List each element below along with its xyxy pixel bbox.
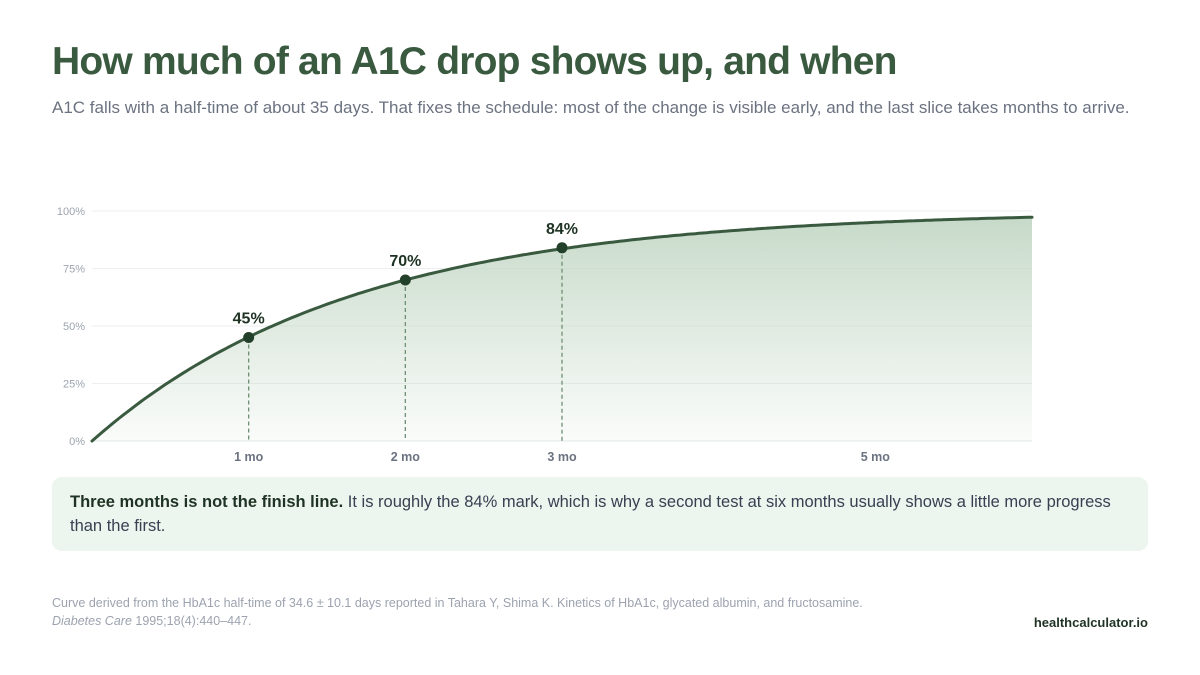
data-label: 84% [546, 221, 578, 238]
a1c-drop-chart: 45% 70% 84% 0% 25% 50% 75% 100% 1 mo 2 mo 3 mo 5 … [57, 206, 1034, 464]
callout-text: It is roughly the 84% mark, which is why… [70, 493, 1111, 535]
key-takeaway-callout: Three months is not the finish line. It … [52, 477, 1148, 551]
y-tick-label: 0% [69, 436, 85, 448]
callout-headline: Three months is not the finish line. [70, 493, 344, 511]
source-line-2: 1995;18(4):440–447. [131, 614, 252, 628]
x-tick-label: 3 mo [547, 450, 577, 464]
y-tick-label: 50% [63, 321, 85, 333]
area-fill [92, 217, 1032, 441]
page-title: How much of an A1C drop shows up, and wh… [52, 40, 897, 83]
data-point [556, 242, 568, 254]
data-label: 45% [233, 311, 265, 328]
y-tick-label: 75% [63, 264, 85, 276]
x-tick-label: 5 mo [861, 450, 891, 464]
page-subtitle: A1C falls with a half-time of about 35 d… [52, 98, 1130, 117]
x-tick-label: 1 mo [234, 450, 264, 464]
data-point [399, 274, 411, 286]
data-point [243, 332, 255, 343]
source-line-1: Curve derived from the HbA1c half-time o… [52, 596, 863, 610]
brand-link[interactable]: healthcalculator.io [1033, 615, 1148, 630]
source-journal: Diabetes Care [52, 614, 132, 628]
x-tick-label: 2 mo [391, 450, 421, 464]
source-citation: Curve derived from the HbA1c half-time o… [52, 594, 972, 630]
y-tick-label: 25% [63, 379, 85, 391]
data-label: 70% [389, 253, 421, 270]
y-tick-label: 100% [57, 206, 85, 218]
